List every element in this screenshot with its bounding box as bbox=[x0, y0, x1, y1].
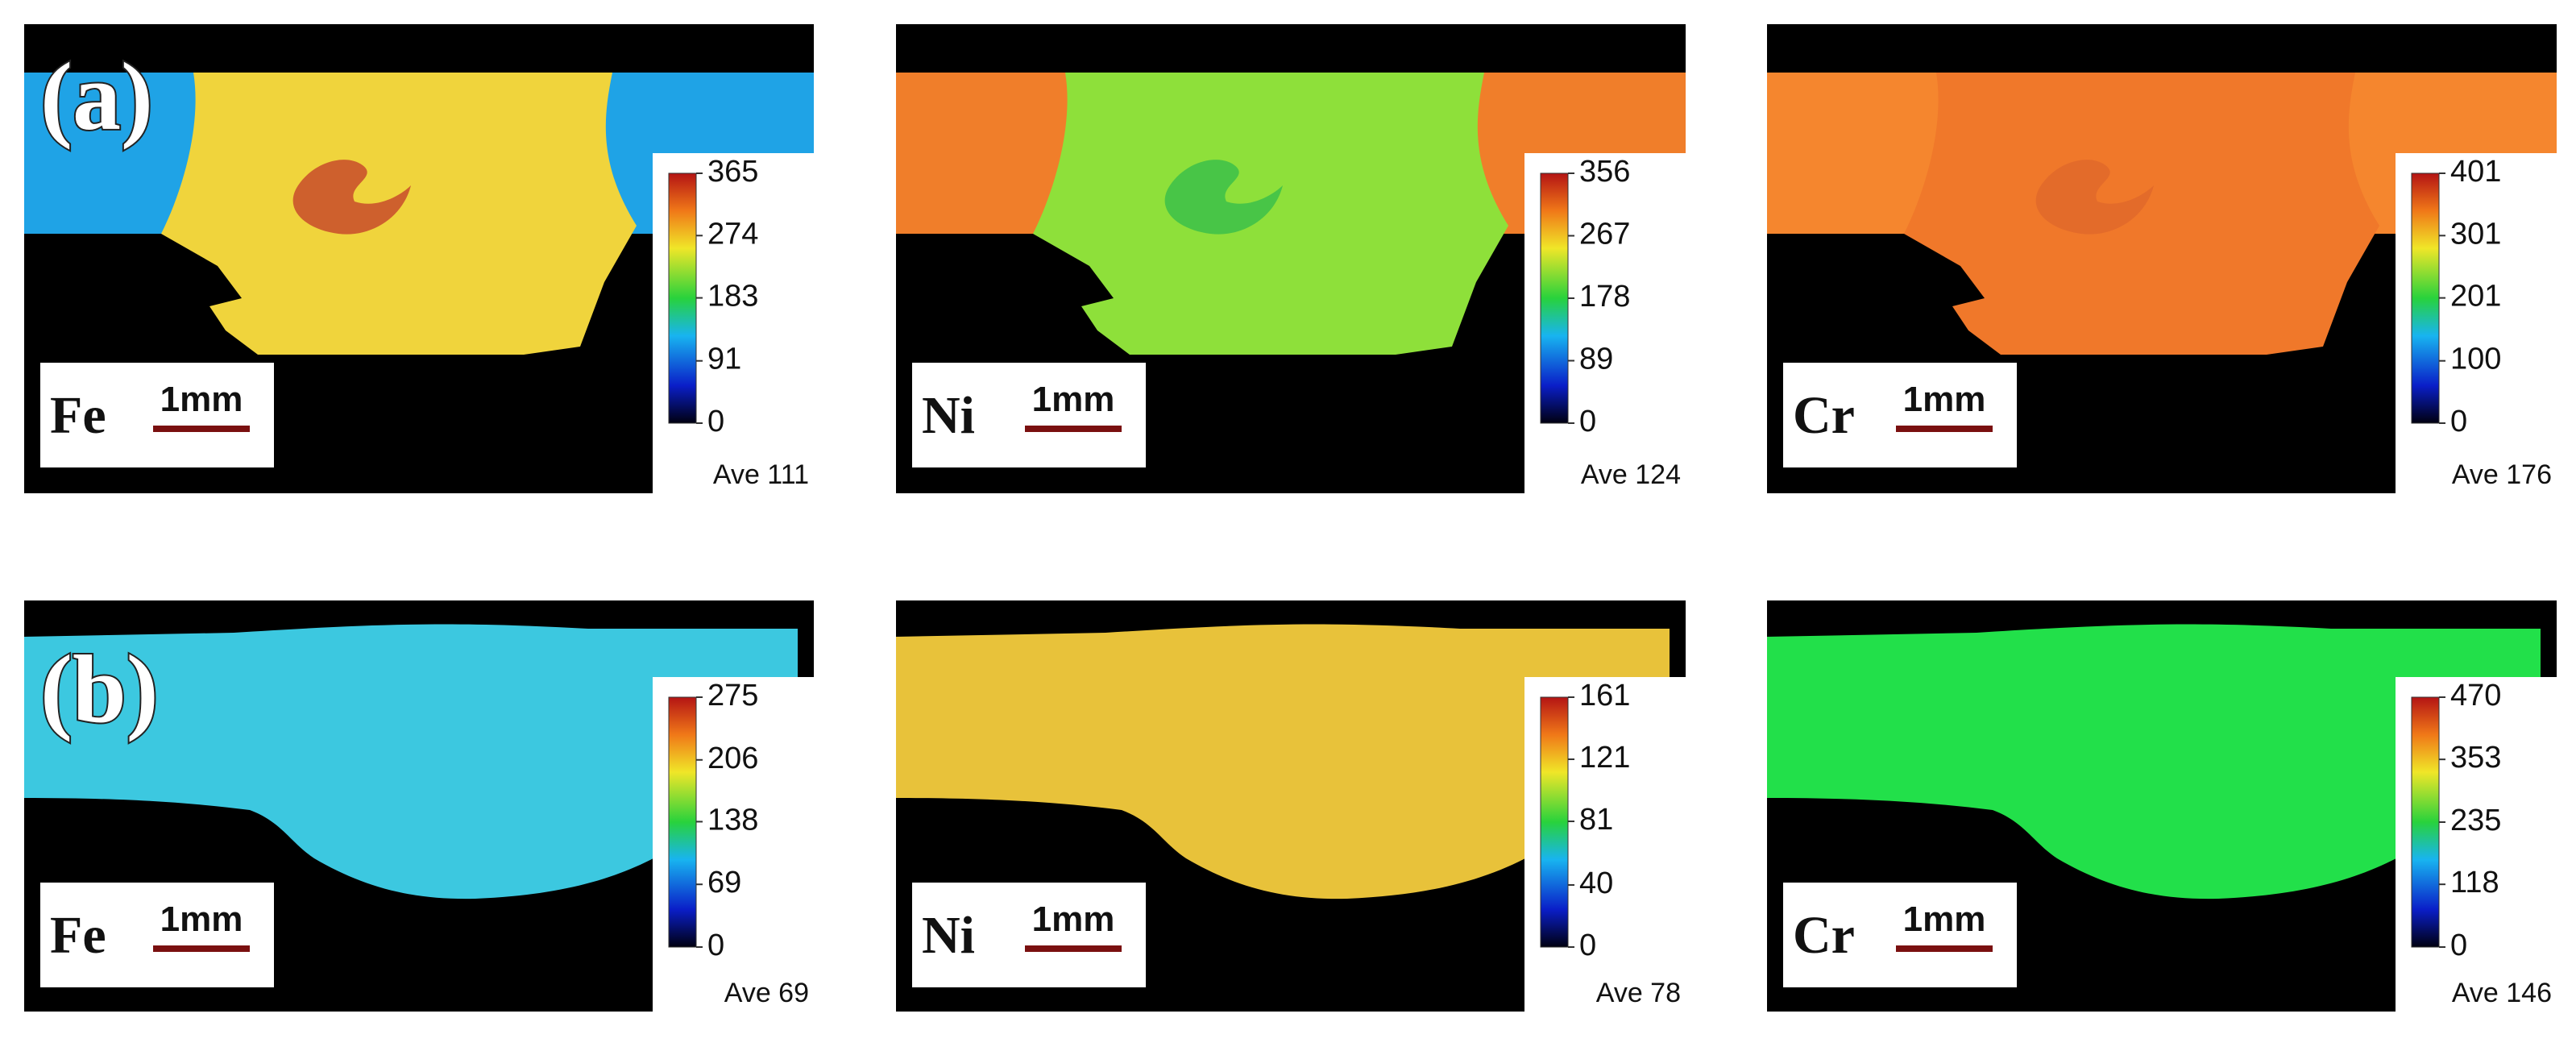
weld-zone bbox=[896, 624, 1670, 900]
average-box bbox=[2396, 443, 2557, 493]
element-label: Cr bbox=[1793, 386, 1855, 445]
colorbar-tick-label: 365 bbox=[707, 155, 758, 189]
colorbar bbox=[1540, 696, 1569, 948]
colorbar-tick-label: 81 bbox=[1579, 803, 1613, 837]
label-box bbox=[912, 363, 1146, 467]
colorbar bbox=[668, 696, 697, 948]
weld-zone bbox=[161, 73, 637, 355]
map-panel: 0 91 183 274 365 Ave 111 Fe 1mm bbox=[24, 24, 814, 493]
colorbar-tick-label: 118 bbox=[2450, 866, 2499, 900]
colorbar-tick-label: 89 bbox=[1579, 343, 1613, 376]
weld-spot bbox=[292, 160, 411, 235]
average-box bbox=[2396, 967, 2557, 1012]
colorbar-tick-label: 0 bbox=[1579, 929, 1596, 962]
average-label: Ave 146 bbox=[2452, 978, 2552, 1008]
colorbar-tick-label: 178 bbox=[1579, 280, 1630, 314]
row-label: (b) bbox=[40, 635, 159, 742]
element-label: Fe bbox=[50, 386, 106, 445]
label-box bbox=[1783, 363, 2017, 467]
colorbar-tick-label: 301 bbox=[2450, 217, 2501, 251]
scale-label: 1mm bbox=[1032, 900, 1115, 939]
colorbar-tick-label: 161 bbox=[1579, 679, 1630, 713]
colorbar-tick-label: 275 bbox=[707, 679, 758, 713]
scale-label: 1mm bbox=[1032, 380, 1115, 419]
scale-bar bbox=[1025, 945, 1122, 952]
row-label: (a) bbox=[40, 43, 153, 150]
average-box bbox=[653, 967, 814, 1012]
map-panel: 0 69 138 206 275 Ave 69 Fe 1mm bbox=[24, 600, 814, 1012]
weld-zone bbox=[1904, 73, 2379, 355]
colorbar-tick-label: 69 bbox=[707, 866, 741, 900]
average-label: Ave 69 bbox=[724, 978, 809, 1008]
colorbar bbox=[2411, 696, 2440, 948]
map-panel: 0 89 178 267 356 Ave 124 Ni 1mm bbox=[896, 24, 1686, 493]
colorbar-tick-label: 0 bbox=[707, 405, 724, 438]
colorbar bbox=[1540, 172, 1569, 424]
scale-label: 1mm bbox=[1903, 380, 1986, 419]
average-label: Ave 111 bbox=[713, 459, 809, 490]
label-box bbox=[40, 883, 274, 987]
average-label: Ave 124 bbox=[1581, 459, 1681, 490]
colorbar bbox=[2411, 172, 2440, 424]
colorbar-tick-label: 100 bbox=[2450, 343, 2501, 376]
colorbar-tick-label: 274 bbox=[707, 217, 758, 251]
weld-spot bbox=[2035, 160, 2154, 235]
colorbar-tick-label: 91 bbox=[707, 343, 741, 376]
label-box bbox=[40, 363, 274, 467]
colorbar-tick-label: 235 bbox=[2450, 804, 2501, 837]
colorbar-tick-label: 0 bbox=[2450, 929, 2467, 962]
colorbar bbox=[668, 172, 697, 424]
map-panel: 0 118 235 353 470 Ave 146 Cr 1mm bbox=[1767, 600, 2557, 1012]
scale-bar bbox=[1025, 426, 1122, 432]
colorbar-tick-label: 0 bbox=[707, 929, 724, 962]
scale-bar bbox=[153, 426, 250, 432]
weld-zone bbox=[24, 624, 798, 900]
scale-bar bbox=[1896, 945, 1993, 952]
average-label: Ave 176 bbox=[2452, 459, 2552, 490]
scale-bar bbox=[153, 945, 250, 952]
element-label: Ni bbox=[922, 906, 975, 965]
colorbar-tick-label: 267 bbox=[1579, 218, 1630, 251]
weld-spot bbox=[1164, 160, 1283, 235]
colorbar-tick-label: 353 bbox=[2450, 741, 2501, 775]
colorbar-tick-label: 0 bbox=[1579, 405, 1596, 438]
average-label: Ave 78 bbox=[1596, 978, 1681, 1008]
colorbar-tick-label: 40 bbox=[1579, 866, 1613, 900]
map-panel: 0 40 81 121 161 Ave 78 Ni 1mm bbox=[896, 600, 1686, 1012]
element-label: Ni bbox=[922, 386, 975, 445]
label-box bbox=[1783, 883, 2017, 987]
weld-zone bbox=[1033, 73, 1508, 355]
weld-zone bbox=[1767, 624, 2541, 900]
label-box bbox=[912, 883, 1146, 987]
element-label: Cr bbox=[1793, 906, 1855, 965]
scale-label: 1mm bbox=[160, 380, 243, 419]
colorbar-tick-label: 121 bbox=[1579, 741, 1630, 775]
scale-bar bbox=[1896, 426, 1993, 432]
colorbar-tick-label: 206 bbox=[707, 742, 758, 775]
scale-label: 1mm bbox=[160, 900, 243, 939]
colorbar-tick-label: 0 bbox=[2450, 405, 2467, 438]
colorbar-tick-label: 470 bbox=[2450, 679, 2501, 713]
colorbar-tick-label: 401 bbox=[2450, 155, 2501, 189]
map-panel: 0 100 201 301 401 Ave 176 Cr 1mm bbox=[1767, 24, 2557, 493]
average-box bbox=[653, 443, 814, 493]
element-label: Fe bbox=[50, 906, 106, 965]
average-box bbox=[1524, 443, 1686, 493]
scale-label: 1mm bbox=[1903, 900, 1986, 939]
colorbar-tick-label: 201 bbox=[2450, 280, 2501, 314]
colorbar-tick-label: 183 bbox=[707, 280, 758, 314]
colorbar-tick-label: 138 bbox=[707, 803, 758, 837]
colorbar-tick-label: 356 bbox=[1579, 155, 1630, 189]
average-box bbox=[1524, 967, 1686, 1012]
